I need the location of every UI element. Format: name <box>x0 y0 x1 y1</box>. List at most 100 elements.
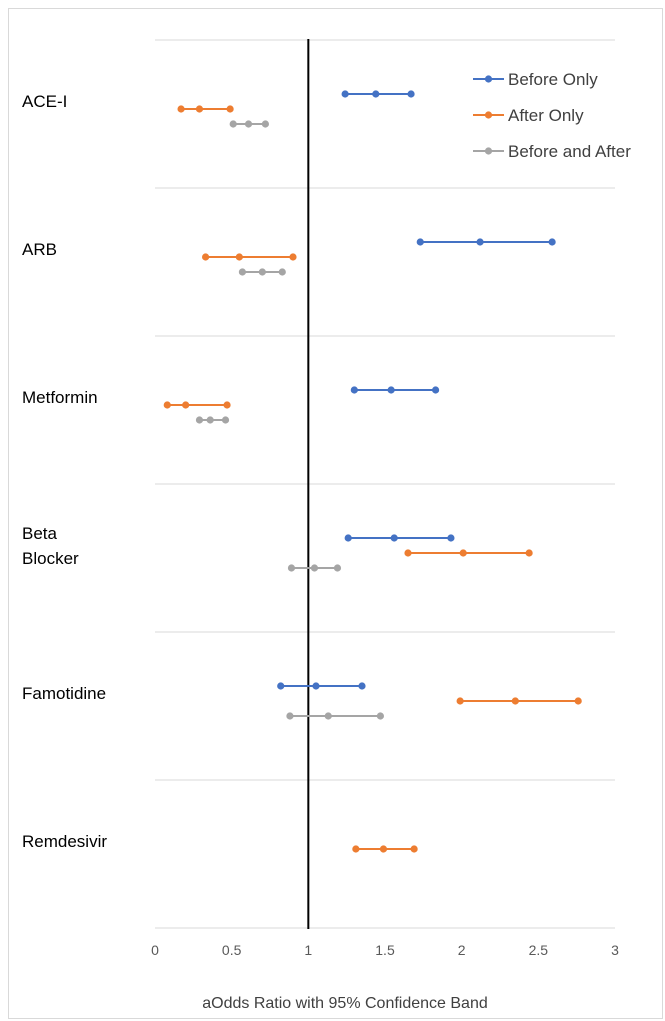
legend-swatch-marker <box>484 111 493 119</box>
ci-lower-point <box>229 120 237 128</box>
x-tick-label: 2 <box>458 942 466 958</box>
ci-upper-point <box>376 712 384 720</box>
legend-item: Before and After <box>473 142 631 161</box>
ci-lower-point <box>163 401 171 409</box>
ci-upper-point <box>278 268 286 276</box>
ci-interval <box>416 238 556 246</box>
ci-lower-point <box>341 90 349 98</box>
estimate-point <box>195 105 204 113</box>
series-group <box>163 90 582 853</box>
category-labels: ACE-I ARB Metformin Beta Blocker Famotidine Re… <box>22 92 107 851</box>
category-label-line: Beta <box>22 524 58 543</box>
ci-interval <box>287 564 342 572</box>
x-tick-label: 3 <box>611 942 619 958</box>
x-axis-ticks: 0 0.5 1 1.5 2 2.5 3 <box>151 942 619 958</box>
estimate-point <box>459 549 467 557</box>
estimate-point <box>206 416 214 424</box>
ci-upper-point <box>221 416 230 424</box>
ci-lower-point <box>177 105 185 113</box>
estimate-point <box>235 253 243 261</box>
estimate-point <box>379 845 388 853</box>
category-label: ACE-I <box>22 92 67 111</box>
legend-swatch-marker <box>484 147 493 155</box>
ci-lower-point <box>202 253 210 261</box>
ci-interval <box>350 386 440 394</box>
ci-interval <box>341 90 415 98</box>
category-label: ARB <box>22 240 57 259</box>
ci-interval <box>202 253 297 261</box>
estimate-point <box>324 712 332 720</box>
legend-item: After Only <box>473 106 584 125</box>
ci-upper-point <box>407 90 415 98</box>
ci-interval <box>177 105 234 113</box>
estimate-point <box>312 682 320 690</box>
ci-lower-point <box>287 564 296 572</box>
chart-frame: ACE-I ARB Metformin Beta Blocker Famotidine Re… <box>8 8 663 1019</box>
ci-upper-point <box>574 697 582 705</box>
ci-lower-point <box>404 549 412 557</box>
ci-interval <box>229 120 269 128</box>
ci-interval <box>286 712 384 720</box>
ci-upper-point <box>410 845 418 853</box>
ci-lower-point <box>416 238 424 246</box>
x-tick-label: 0 <box>151 942 159 958</box>
x-tick-label: 1 <box>304 942 312 958</box>
legend-label: After Only <box>508 106 584 125</box>
ci-interval <box>456 697 582 705</box>
category-label-line: Remdesivir <box>22 832 107 851</box>
legend-label: Before Only <box>508 70 598 89</box>
ci-lower-point <box>344 534 352 542</box>
ci-interval <box>195 416 230 424</box>
ci-interval <box>404 549 533 557</box>
category-label-line: ACE-I <box>22 92 67 111</box>
ci-lower-point <box>286 712 294 720</box>
ci-lower-point <box>238 268 246 276</box>
ci-interval <box>163 401 231 409</box>
ci-upper-point <box>358 682 366 690</box>
estimate-point <box>244 120 253 128</box>
ci-upper-point <box>333 564 342 572</box>
category-label: Remdesivir <box>22 832 107 851</box>
ci-upper-point <box>447 534 455 542</box>
ci-interval <box>352 845 418 853</box>
ci-upper-point <box>226 105 234 113</box>
legend-label: Before and After <box>508 142 631 161</box>
category-label: Famotidine <box>22 684 106 703</box>
category-label-line: Metformin <box>22 388 98 407</box>
estimate-point <box>390 534 398 542</box>
ci-lower-point <box>352 845 360 853</box>
ci-interval <box>238 268 286 276</box>
category-label-line: Famotidine <box>22 684 106 703</box>
forest-plot: ACE-I ARB Metformin Beta Blocker Famotidine Re… <box>22 39 631 1012</box>
ci-upper-point <box>525 549 533 557</box>
estimate-point <box>182 401 190 409</box>
category-label-line: ARB <box>22 240 57 259</box>
legend-item: Before Only <box>473 70 598 89</box>
ci-lower-point <box>350 386 358 394</box>
estimate-point <box>511 697 519 705</box>
ci-interval <box>277 682 366 690</box>
ci-upper-point <box>548 238 556 246</box>
category-separators <box>155 39 615 929</box>
legend-swatch-marker <box>484 75 493 83</box>
estimate-point <box>387 386 395 394</box>
ci-upper-point <box>432 386 440 394</box>
category-label: Metformin <box>22 388 98 407</box>
estimate-point <box>372 90 380 98</box>
category-label: Beta Blocker <box>22 524 79 568</box>
estimate-point <box>310 564 319 572</box>
x-tick-label: 0.5 <box>222 942 242 958</box>
category-label-line: Blocker <box>22 549 79 568</box>
ci-lower-point <box>195 416 204 424</box>
x-tick-label: 2.5 <box>529 942 549 958</box>
ci-interval <box>344 534 455 542</box>
ci-upper-point <box>223 401 231 409</box>
x-axis-title: aOdds Ratio with 95% Confidence Band <box>202 995 488 1012</box>
ci-upper-point <box>261 120 269 128</box>
estimate-point <box>476 238 484 246</box>
ci-upper-point <box>289 253 297 261</box>
x-tick-label: 1.5 <box>375 942 395 958</box>
estimate-point <box>258 268 266 276</box>
ci-lower-point <box>277 682 285 690</box>
legend: Before Only After Only Before and After <box>473 70 631 161</box>
